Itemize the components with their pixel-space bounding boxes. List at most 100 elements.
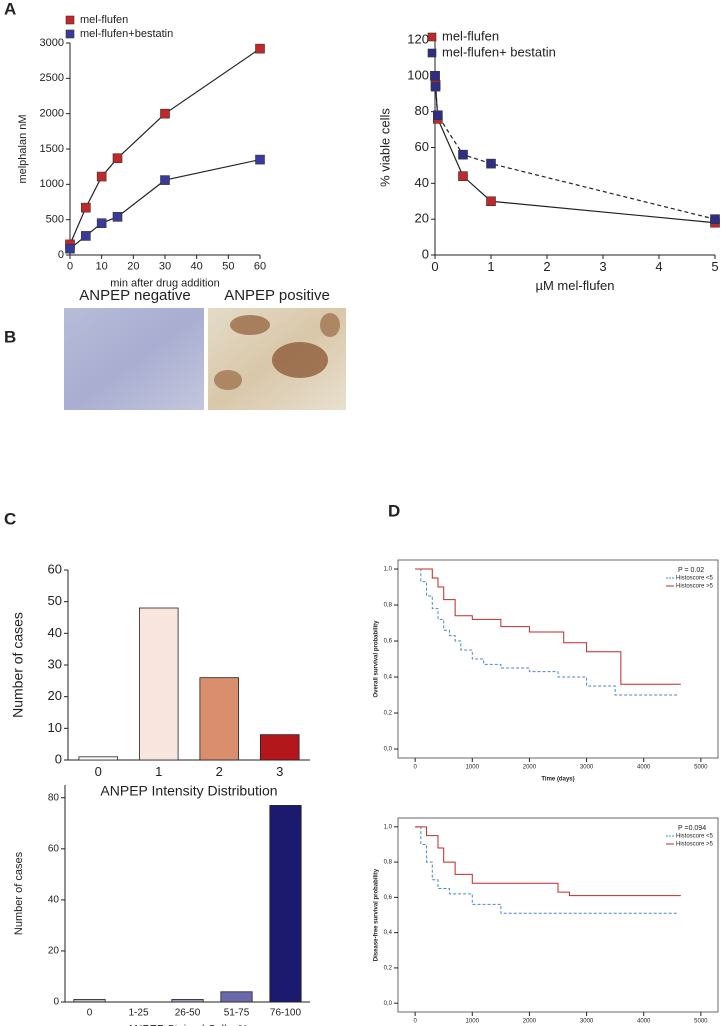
x-tick-label: 4000 — [637, 765, 651, 771]
series-line — [69, 48, 261, 245]
x-tick-label: 20 — [127, 260, 139, 272]
y-tick-label: 0,2 — [384, 965, 393, 971]
x-tick-label: 3000 — [580, 1019, 594, 1025]
x-tick-label: 0 — [413, 1019, 417, 1025]
x-tick-label: 10 — [96, 260, 108, 272]
y-tick-label: 500 — [46, 214, 64, 226]
bar — [259, 734, 300, 761]
survival-curve — [415, 568, 678, 696]
x-tick-label: 3 — [276, 764, 283, 779]
y-tick-label: 60 — [48, 561, 62, 576]
x-tick-label: 50 — [222, 260, 234, 272]
y-tick-label: 30 — [48, 656, 62, 671]
x-tick-label: 26-50 — [175, 1008, 201, 1019]
micrograph — [64, 308, 204, 410]
y-tick-label: 20 — [415, 211, 429, 226]
y-tick-label: 0 — [58, 249, 64, 261]
stained-region — [272, 342, 328, 378]
y-tick-label: 0,8 — [384, 860, 393, 866]
y-tick-label: 0,6 — [384, 895, 393, 901]
legend-label: mel-flufen — [442, 28, 499, 43]
x-tick-label: 2 — [543, 259, 550, 274]
x-axis-label: ANPEP Intensity Distribution — [100, 783, 277, 799]
legend-label: mel-flufen+bestatin — [80, 28, 173, 40]
image-label: ANPEP negative — [79, 287, 190, 304]
panel-label: C — [4, 509, 16, 528]
bar — [171, 999, 204, 1003]
y-tick-label: 40 — [48, 625, 62, 640]
x-tick-label: 3 — [599, 259, 606, 274]
legend-marker — [427, 32, 437, 42]
y-tick-label: 0 — [422, 246, 429, 261]
marker — [430, 81, 441, 92]
marker — [486, 196, 496, 207]
panel-label: A — [4, 0, 16, 18]
y-tick-label: 1,0 — [384, 567, 393, 573]
stained-region — [230, 315, 270, 335]
plot-frame — [397, 559, 719, 759]
y-tick-label: 40 — [48, 895, 60, 906]
marker — [710, 214, 720, 224]
x-tick-label: 1000 — [466, 1019, 480, 1025]
x-tick-label: 1000 — [466, 765, 480, 771]
survival-curve — [415, 826, 678, 914]
x-axis-label: min after drug addition — [110, 277, 219, 289]
x-axis-label: ANPEP Stained Cells, % — [127, 1023, 248, 1026]
stained-region — [320, 313, 340, 337]
marker — [255, 154, 265, 165]
x-tick-label: 4 — [655, 259, 662, 274]
x-axis-label: Time (days) — [541, 777, 574, 783]
y-tick-label: 0,0 — [384, 747, 393, 753]
x-tick-label: 2000 — [523, 1019, 537, 1025]
marker — [486, 158, 496, 169]
y-tick-label: 0 — [55, 751, 62, 766]
marker — [96, 171, 107, 182]
x-tick-label: 1 — [155, 764, 162, 779]
x-tick-label: 51-75 — [224, 1008, 250, 1019]
series-line — [434, 75, 716, 224]
bar — [199, 677, 240, 761]
x-tick-label: 76-100 — [270, 1008, 302, 1019]
legend-label: mel-flufen — [80, 14, 128, 26]
bar — [269, 805, 302, 1003]
x-tick-label: 40 — [191, 260, 203, 272]
x-tick-label: 5000 — [694, 1019, 708, 1025]
stained-region — [214, 370, 242, 390]
y-tick-label: 60 — [48, 843, 60, 854]
y-tick-label: 0 — [53, 997, 59, 1008]
x-tick-label: 2000 — [523, 765, 537, 771]
marker — [458, 171, 468, 181]
legend-label: Histoscore <5 — [676, 576, 714, 582]
marker — [112, 153, 123, 163]
x-tick-label: 1-25 — [128, 1008, 148, 1019]
y-tick-label: 1,0 — [384, 824, 393, 830]
legend-marker — [427, 48, 437, 58]
series-line — [434, 75, 716, 220]
y-tick-label: 20 — [48, 946, 60, 957]
bar — [220, 991, 253, 1003]
y-tick-label: 10 — [48, 720, 62, 735]
y-axis-label: Number of cases — [10, 612, 26, 718]
x-tick-label: 0 — [95, 764, 102, 779]
panel-label: B — [4, 327, 16, 346]
marker — [160, 175, 170, 185]
marker — [65, 243, 75, 254]
y-tick-label: 0,2 — [384, 711, 393, 717]
x-tick-label: 5000 — [694, 765, 708, 771]
legend-marker — [65, 15, 75, 25]
y-tick-label: 40 — [415, 175, 429, 190]
survival-curve — [415, 568, 681, 685]
panel-label: D — [388, 501, 400, 520]
x-tick-label: 0 — [87, 1008, 93, 1019]
marker — [81, 231, 91, 241]
bar — [73, 999, 106, 1003]
p-value: P =0.094 — [678, 825, 706, 832]
p-value: P = 0.02 — [678, 567, 704, 574]
legend-marker — [65, 29, 75, 39]
y-axis-label: Number of cases — [13, 851, 25, 935]
y-tick-label: 80 — [48, 792, 60, 803]
x-tick-label: 0 — [431, 259, 438, 274]
marker — [432, 110, 443, 121]
marker — [96, 218, 107, 228]
